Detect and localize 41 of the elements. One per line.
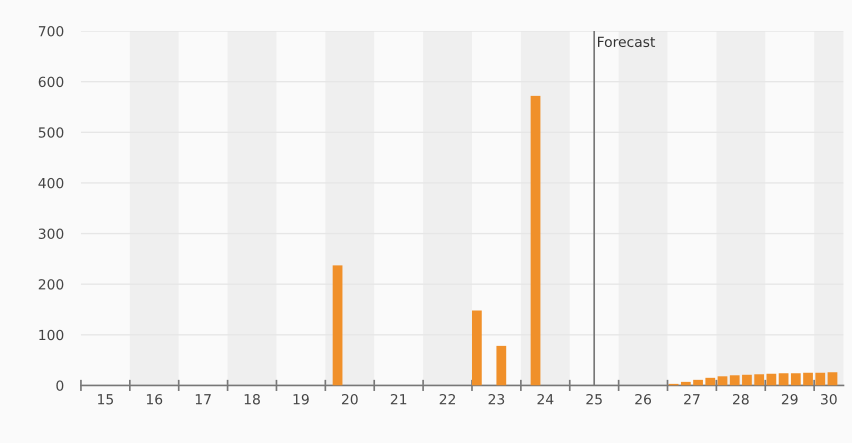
x-tick-label: 17 (196, 394, 211, 404)
bar (496, 346, 506, 386)
y-tick-label: 400 (38, 178, 64, 188)
bar (693, 380, 703, 386)
x-tick-label: 27 (684, 394, 700, 404)
bar (705, 378, 716, 386)
x-tick-label: 29 (782, 394, 798, 404)
y-tick-label: 300 (38, 228, 64, 239)
bar (332, 265, 342, 386)
ref-line-label: Forecast (598, 36, 656, 48)
x-tick-label: 18 (244, 394, 260, 404)
y-tick-label: 500 (38, 127, 64, 138)
x-tick-label: 28 (733, 394, 749, 404)
bar (530, 96, 540, 386)
x-tick-label: 21 (390, 394, 406, 404)
y-tick-label: 200 (38, 279, 64, 290)
y-tick-label: 100 (39, 330, 64, 340)
y-tick-label: 700 (38, 26, 64, 36)
bar (790, 373, 801, 386)
y-tick-label: 600 (38, 76, 64, 88)
x-tick-label: 23 (488, 394, 504, 404)
bar (828, 372, 838, 386)
x-tick-label: 16 (146, 394, 162, 404)
x-tick-label: 20 (342, 394, 358, 404)
x-tick-label: 15 (98, 394, 114, 404)
bar (718, 376, 728, 386)
x-tick-label: 19 (294, 394, 309, 404)
bar (742, 374, 752, 386)
bar (472, 310, 482, 386)
bar (754, 374, 764, 386)
bar (730, 375, 740, 386)
x-tick-label: 25 (586, 394, 602, 404)
y-tick-label: 0 (56, 380, 64, 391)
bar (803, 372, 813, 386)
bar (815, 372, 826, 386)
x-tick-label: 26 (635, 394, 652, 404)
x-tick-label: 24 (537, 394, 554, 404)
bar (778, 373, 788, 386)
x-tick-label: 22 (440, 394, 455, 404)
bar (766, 374, 776, 386)
x-tick-label: 30 (821, 394, 837, 404)
